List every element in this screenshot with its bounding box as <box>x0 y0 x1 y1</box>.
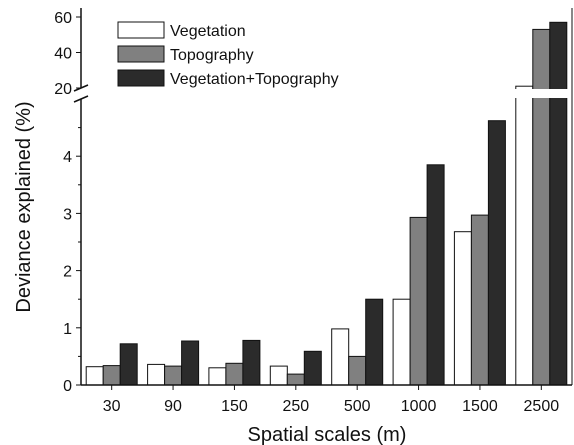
x-tick-label-150: 150 <box>221 398 248 415</box>
bar-topography-90 <box>164 365 183 386</box>
y-tick-label-3: 3 <box>63 206 72 223</box>
x-tick-label-2500: 2500 <box>524 398 560 415</box>
y-tick-label-20: 20 <box>54 81 72 98</box>
y-tick-label-60: 60 <box>54 10 72 27</box>
y-axis-title: Deviance explained (%) <box>13 101 35 312</box>
bar-vegetation-250 <box>269 365 288 386</box>
bar-vegetation-30 <box>85 366 104 386</box>
bar-vegetation-2500 <box>515 85 534 386</box>
bar-vegetation-topography-250 <box>303 350 322 386</box>
axis-break-mark-bottom <box>73 95 89 103</box>
bar-topography-500 <box>348 355 367 386</box>
axis-break-gap <box>82 89 571 98</box>
bar-vegetation-topography-1000 <box>426 164 445 386</box>
ticks-group: 30 90 150 250 500 1000 1500 2500 0 1 2 3 4 20 40 60 <box>54 10 559 415</box>
bar-vegetation-150 <box>208 367 227 386</box>
x-tick-label-250: 250 <box>282 398 309 415</box>
y-tick-label-0: 0 <box>63 378 72 395</box>
bar-vegetation-topography-90 <box>181 340 200 386</box>
bar-topography-150 <box>225 362 244 386</box>
bar-vegetation-topography-30 <box>119 343 138 386</box>
bar-vegetation-topography-150 <box>242 339 261 386</box>
bar-vegetation-500 <box>331 328 350 386</box>
legend-label-vegetation-topography: Vegetation+Topography <box>170 71 339 88</box>
bar-vegetation-topography-1500 <box>487 120 506 386</box>
y-tick-label-2: 2 <box>63 264 72 281</box>
x-tick-label-1500: 1500 <box>462 398 498 415</box>
x-tick-label-1000: 1000 <box>401 398 437 415</box>
legend: Vegetation Topography Vegetation+Topogra… <box>117 21 339 88</box>
bar-topography-30 <box>102 365 121 386</box>
axes-group <box>73 8 573 390</box>
x-axis-title: Spatial scales (m) <box>248 424 407 445</box>
bar-topography-2500 <box>532 28 551 386</box>
y-tick-label-1: 1 <box>63 321 72 338</box>
legend-label-topography: Topography <box>170 47 254 64</box>
legend-swatch-topography <box>117 45 165 63</box>
bar-topography-1000 <box>409 216 428 386</box>
y-tick-label-40: 40 <box>54 46 72 63</box>
x-tick-label-90: 90 <box>164 398 182 415</box>
y-tick-label-4: 4 <box>63 149 72 166</box>
bar-topography-250 <box>286 373 305 386</box>
bar-vegetation-topography-2500 <box>549 21 568 386</box>
legend-swatch-vegetation <box>117 21 165 39</box>
legend-label-vegetation: Vegetation <box>170 23 246 40</box>
x-tick-label-500: 500 <box>344 398 371 415</box>
bar-vegetation-90 <box>147 363 166 386</box>
bar-topography-1500 <box>470 214 489 386</box>
legend-swatch-vegetation-topography <box>117 69 165 87</box>
x-tick-label-30: 30 <box>103 398 121 415</box>
bar-vegetation-topography-500 <box>365 298 384 386</box>
bars-group <box>85 21 568 386</box>
bar-vegetation-1000 <box>392 298 411 386</box>
bar-vegetation-1500 <box>453 231 472 386</box>
